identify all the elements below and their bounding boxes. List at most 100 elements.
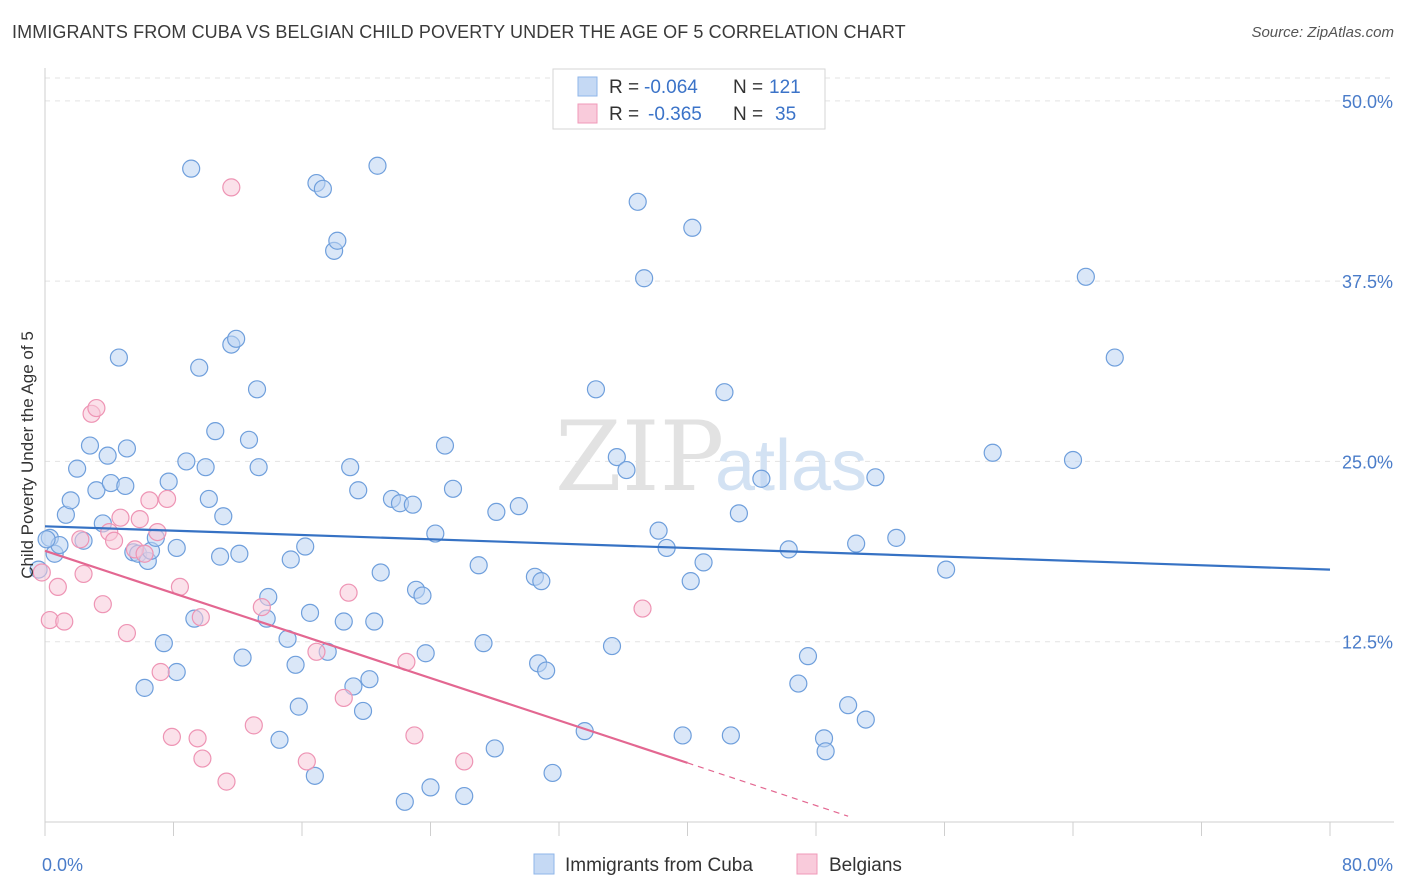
data-point-cuba bbox=[683, 218, 702, 237]
data-point-cuba bbox=[866, 468, 885, 487]
data-point-cuba bbox=[190, 358, 209, 377]
data-point-cuba bbox=[68, 459, 87, 478]
bottom-legend-swatch-belgians bbox=[796, 853, 818, 875]
data-point-belgians bbox=[307, 642, 326, 661]
data-point-cuba bbox=[167, 538, 186, 558]
data-point-cuba bbox=[239, 430, 259, 449]
data-point-cuba bbox=[368, 156, 387, 175]
data-point-cuba bbox=[435, 436, 455, 455]
data-point-belgians bbox=[87, 398, 106, 418]
data-point-belgians bbox=[135, 544, 154, 563]
data-point-belgians bbox=[455, 752, 474, 771]
data-point-cuba bbox=[196, 458, 215, 477]
data-point-cuba bbox=[729, 504, 749, 523]
data-point-cuba bbox=[395, 792, 414, 811]
data-point-cuba bbox=[349, 481, 368, 500]
data-point-cuba bbox=[334, 612, 353, 631]
data-point-cuba bbox=[543, 763, 562, 783]
data-point-cuba bbox=[694, 553, 713, 572]
data-point-cuba bbox=[210, 547, 230, 566]
data-point-cuba bbox=[286, 655, 305, 674]
legend-swatch-belgians bbox=[577, 103, 598, 124]
data-point-cuba bbox=[443, 479, 463, 498]
data-point-cuba bbox=[474, 634, 493, 653]
data-point-cuba bbox=[532, 572, 551, 591]
data-point-cuba bbox=[779, 540, 798, 559]
data-point-cuba bbox=[509, 497, 528, 516]
data-point-cuba bbox=[371, 563, 390, 582]
data-point-cuba bbox=[214, 507, 233, 526]
data-point-cuba bbox=[839, 696, 858, 715]
data-point-cuba bbox=[289, 697, 308, 716]
data-point-cuba bbox=[798, 647, 818, 666]
data-point-cuba bbox=[856, 710, 875, 729]
y-axis-title: Child Poverty Under the Age of 5 bbox=[18, 331, 37, 579]
data-point-cuba bbox=[715, 383, 734, 402]
bottom-legend-label-cuba: Immigrants from Cuba bbox=[565, 855, 753, 876]
watermark: ZIP atlas bbox=[555, 401, 867, 513]
data-point-cuba bbox=[628, 192, 647, 211]
data-point-cuba bbox=[328, 231, 347, 250]
data-point-belgians bbox=[32, 563, 51, 582]
data-point-cuba bbox=[1076, 267, 1095, 286]
data-point-cuba bbox=[360, 670, 379, 689]
data-point-belgians bbox=[334, 688, 353, 708]
data-point-cuba bbox=[281, 550, 300, 569]
data-point-belgians bbox=[130, 510, 149, 529]
bottom-legend-label-belgians: Belgians bbox=[829, 855, 902, 876]
data-point-cuba bbox=[681, 572, 700, 591]
data-point-cuba bbox=[816, 742, 835, 761]
y-tick-label: 12.5% bbox=[1342, 633, 1393, 653]
data-point-cuba bbox=[887, 528, 906, 547]
data-point-belgians bbox=[93, 595, 112, 614]
data-point-cuba bbox=[469, 556, 488, 575]
data-point-cuba bbox=[789, 674, 808, 693]
data-point-cuba bbox=[602, 636, 622, 656]
y-tick-labels: 12.5% 25.0% 37.5% 50.0% bbox=[1342, 92, 1393, 653]
data-point-cuba bbox=[487, 502, 506, 522]
data-point-cuba bbox=[159, 472, 178, 491]
data-point-cuba bbox=[607, 447, 626, 467]
data-point-belgians bbox=[633, 599, 652, 618]
x-tick-label-max: 80.0% bbox=[1342, 855, 1393, 875]
data-point-cuba bbox=[416, 644, 435, 663]
legend-swatch-cuba bbox=[577, 76, 598, 97]
data-point-cuba bbox=[341, 458, 360, 477]
data-point-cuba bbox=[403, 495, 422, 514]
legend-n-value-1: 121 bbox=[769, 77, 801, 98]
data-point-cuba bbox=[61, 491, 80, 510]
source-credit: Source: ZipAtlas.com bbox=[1251, 24, 1394, 41]
data-point-cuba bbox=[937, 560, 956, 579]
data-point-cuba bbox=[249, 458, 268, 477]
trend-line-cuba bbox=[44, 525, 1331, 571]
data-point-cuba bbox=[98, 446, 117, 465]
bottom-legend: Immigrants from Cuba Belgians bbox=[533, 853, 902, 876]
data-point-cuba bbox=[154, 634, 173, 653]
data-point-cuba bbox=[305, 766, 324, 785]
data-point-belgians bbox=[71, 530, 90, 549]
data-point-cuba bbox=[673, 726, 692, 745]
data-point-belgians bbox=[140, 491, 159, 510]
data-point-cuba bbox=[752, 469, 771, 488]
data-point-belgians bbox=[217, 772, 236, 791]
data-point-cuba bbox=[117, 439, 137, 458]
data-point-cuba bbox=[233, 648, 252, 667]
data-point-belgians bbox=[104, 531, 124, 550]
data-point-cuba bbox=[230, 544, 249, 563]
data-point-cuba bbox=[617, 460, 636, 480]
data-points bbox=[29, 156, 1124, 811]
data-point-cuba bbox=[247, 380, 267, 399]
data-point-cuba bbox=[87, 481, 106, 500]
y-tick-label: 25.0% bbox=[1342, 452, 1393, 472]
legend-r-label-2: R = bbox=[609, 104, 639, 125]
data-point-belgians bbox=[193, 749, 212, 768]
trend-line-extension-belgians bbox=[687, 762, 849, 817]
data-point-belgians bbox=[405, 726, 424, 745]
data-point-belgians bbox=[157, 489, 177, 509]
legend-n-label-1: N = bbox=[733, 77, 763, 98]
watermark-atlas: atlas bbox=[715, 426, 867, 506]
legend-n-value-2: 35 bbox=[775, 104, 796, 125]
data-point-cuba bbox=[635, 269, 654, 288]
data-point-cuba bbox=[413, 586, 432, 605]
data-point-cuba bbox=[206, 422, 225, 441]
